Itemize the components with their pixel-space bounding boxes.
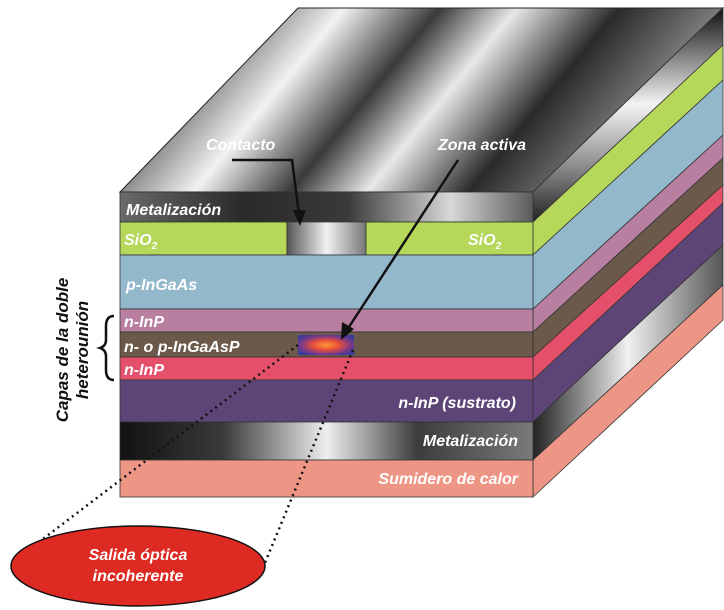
label-sio2-right: SiO2 xyxy=(468,232,502,252)
svg-text:Capas de la doble: Capas de la doble xyxy=(53,278,72,423)
front-heatsink xyxy=(119,459,534,498)
output-label-line1: Salida óptica xyxy=(89,547,188,564)
front-contact xyxy=(286,221,367,256)
output-ellipse xyxy=(10,525,266,607)
front-metal-bottom xyxy=(119,421,534,461)
front-sio2-right xyxy=(365,221,534,256)
label-n-inp-bottom: n-InP xyxy=(124,362,164,379)
front-n-inp-top xyxy=(119,308,534,333)
heterojunction-brace xyxy=(96,314,115,382)
front-n-inp-bottom xyxy=(119,356,534,381)
label-heatsink: Sumidero de calor xyxy=(378,471,518,488)
label-n-inp-top: n-InP xyxy=(124,314,164,331)
contact-arrowhead xyxy=(293,210,306,226)
label-active: n- o p-InGaAsP xyxy=(124,339,240,356)
front-substrate xyxy=(119,379,534,423)
callout-active-zone: Zona activa xyxy=(437,137,526,154)
label-sio2-left: SiO2 xyxy=(124,232,158,252)
label-p-ingaas: p-InGaAs xyxy=(125,277,197,294)
label-metal-top: Metalización xyxy=(126,202,221,219)
callout-contact: Contacto xyxy=(206,137,276,154)
contact-arrow xyxy=(232,158,302,223)
svg-text:heterounión: heterounión xyxy=(73,301,92,399)
active-zone-arrow xyxy=(343,159,460,334)
front-metal-top xyxy=(119,191,534,223)
label-metal-bottom: Metalización xyxy=(423,433,518,450)
output-beam-right xyxy=(260,349,355,571)
active-zone-arrowhead xyxy=(341,322,354,340)
output-label-line2: incoherente xyxy=(93,568,184,585)
side-label-heterojunction: Capas de la doble heterounión xyxy=(53,278,92,423)
front-sio2-left xyxy=(119,221,288,256)
front-p-ingaas xyxy=(119,254,534,310)
label-substrate: n-InP (sustrato) xyxy=(398,395,516,412)
output-beam-left xyxy=(34,344,299,546)
active-region-glow xyxy=(298,335,354,355)
